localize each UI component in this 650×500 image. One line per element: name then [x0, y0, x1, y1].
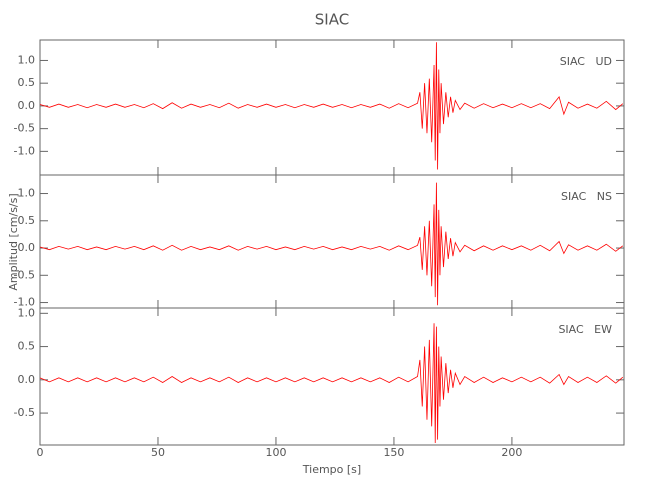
trace [39, 323, 624, 444]
channel-label: SIAC UD [560, 55, 612, 68]
channel-label: SIAC EW [558, 323, 612, 336]
y-tick-label: 0.0 [18, 99, 36, 112]
panel-frame [39, 174, 625, 309]
y-tick-label: 1.0 [18, 53, 36, 66]
trace [39, 182, 624, 306]
y-tick-label: -0.5 [14, 268, 35, 281]
panel-frame [39, 307, 625, 446]
y-tick-label: 0.5 [18, 214, 36, 227]
x-tick-label: 100 [265, 446, 286, 459]
y-tick-label: 0.5 [18, 340, 36, 353]
panel-frame [39, 39, 625, 176]
channel-label: SIAC NS [561, 190, 612, 203]
y-tick-label: -0.5 [14, 406, 35, 419]
trace [39, 42, 624, 170]
y-tick-label: 0.5 [18, 76, 36, 89]
y-tick-label: -0.5 [14, 122, 35, 135]
x-tick-label: 0 [37, 446, 44, 459]
x-tick-label: 50 [151, 446, 165, 459]
y-tick-label: 1.0 [18, 187, 36, 200]
y-tick-label: 0.0 [18, 241, 36, 254]
x-axis-label: Tiempo [s] [302, 463, 361, 476]
x-tick-label: 200 [501, 446, 522, 459]
chart-title: SIAC [315, 11, 349, 29]
y-tick-label: 0.0 [18, 373, 36, 386]
y-axis-label: Amplitud [cm/s/s] [7, 193, 20, 290]
y-tick-label: 1.0 [18, 306, 36, 319]
x-tick-label: 150 [383, 446, 404, 459]
y-tick-label: -1.0 [14, 296, 35, 309]
y-tick-label: -1.0 [14, 144, 35, 157]
